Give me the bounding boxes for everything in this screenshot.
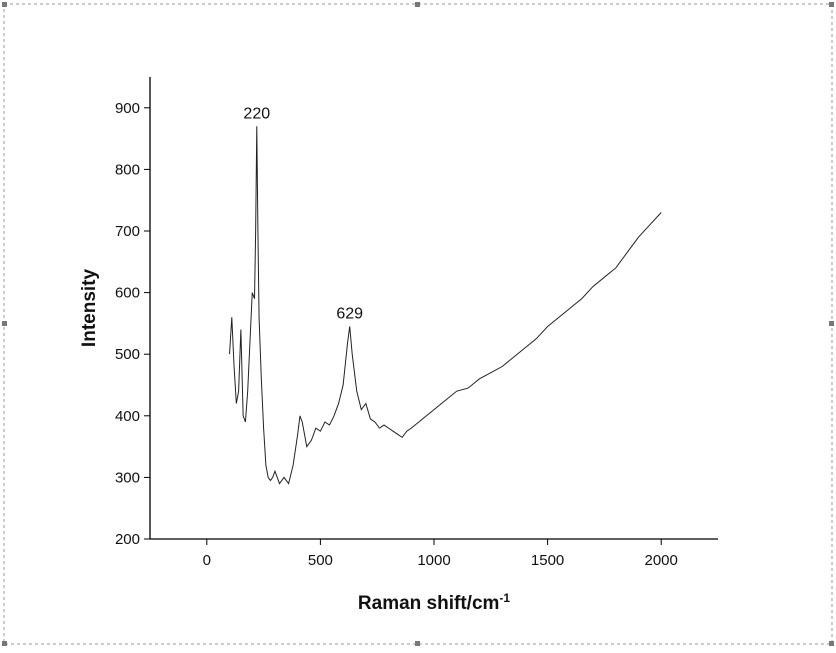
y-tick-label: 500 xyxy=(115,346,140,363)
x-tick-label: 500 xyxy=(308,552,333,569)
y-tick-label: 700 xyxy=(115,223,140,240)
peak-annotation: 629 xyxy=(336,305,363,322)
x-tick-label: 0 xyxy=(203,552,211,569)
x-axis-label-superscript: -1 xyxy=(499,591,510,605)
x-tick-label: 1000 xyxy=(417,552,450,569)
x-axis-label: Raman shift/cm-1 xyxy=(358,591,510,614)
y-tick-label: 800 xyxy=(115,161,140,178)
y-axis-label: Intensity xyxy=(79,269,100,348)
x-tick-label: 2000 xyxy=(645,552,678,569)
y-tick-label: 600 xyxy=(115,285,140,302)
y-tick-label: 300 xyxy=(115,469,140,486)
x-tick-label: 1500 xyxy=(531,552,564,569)
spectrum-line xyxy=(229,126,662,485)
peak-annotation: 220 xyxy=(243,105,270,122)
y-tick-label: 900 xyxy=(115,100,140,117)
x-axis-label-text: Raman shift/cm xyxy=(358,593,499,614)
y-tick-label: 400 xyxy=(115,408,140,425)
y-tick-label: 200 xyxy=(115,531,140,548)
